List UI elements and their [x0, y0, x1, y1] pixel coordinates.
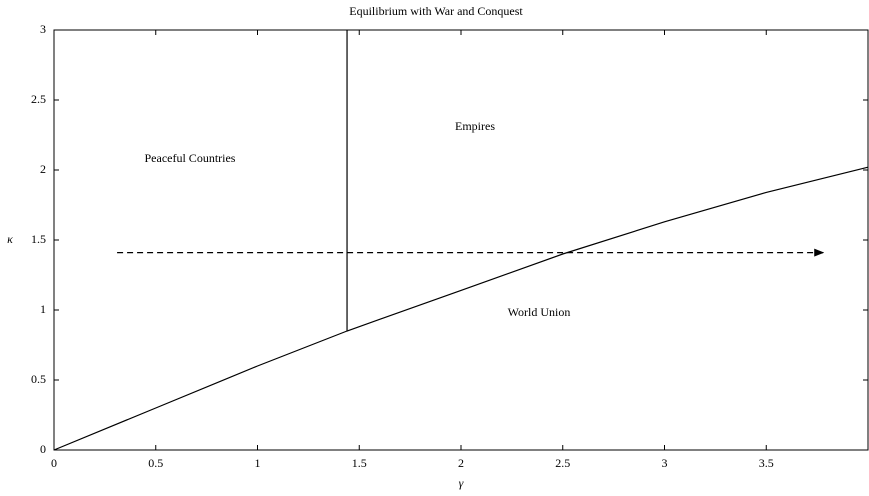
x-tick-label: 0 — [51, 456, 57, 470]
plot-frame — [53, 29, 869, 451]
annotation: Empires — [455, 119, 495, 133]
x-tick-label: 1 — [255, 456, 261, 470]
x-tick-label: 2.5 — [555, 456, 570, 470]
x-axis-label: γ — [459, 476, 464, 490]
y-tick-label: 2 — [40, 162, 46, 176]
x-tick-label: 0.5 — [148, 456, 163, 470]
y-tick-label: 3 — [40, 22, 46, 36]
y-tick-label: 0 — [40, 442, 46, 456]
chart-title: Equilibrium with War and Conquest — [349, 4, 523, 18]
y-tick-label: 0.5 — [31, 372, 46, 386]
annotation: Peaceful Countries — [145, 151, 236, 165]
line-series — [53, 166, 869, 451]
x-tick-label: 1.5 — [352, 456, 367, 470]
y-tick-label: 2.5 — [31, 92, 46, 106]
x-tick-label: 3 — [662, 456, 668, 470]
x-tick-label: 3.5 — [759, 456, 774, 470]
y-axis-label: κ — [7, 232, 13, 246]
y-tick-label: 1.5 — [31, 232, 46, 246]
annotation: World Union — [508, 305, 571, 319]
y-tick-label: 1 — [40, 302, 46, 316]
x-tick-label: 2 — [458, 456, 464, 470]
